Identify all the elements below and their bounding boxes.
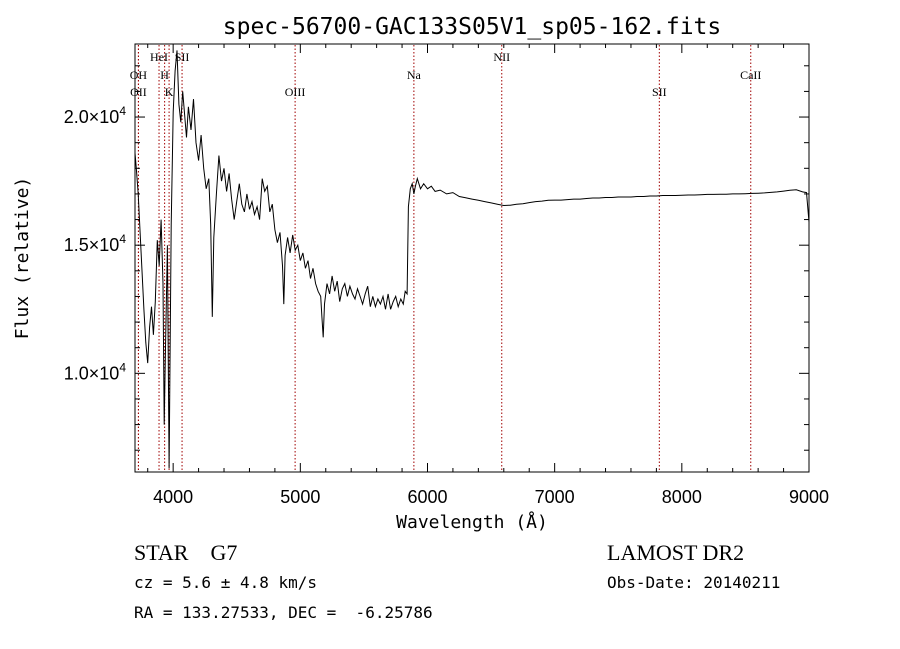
object-class: STAR G7: [134, 540, 238, 565]
x-tick-label: 4000: [153, 487, 193, 507]
spectrum-line: [134, 50, 810, 469]
x-axis-ticks: 4000 5000 6000 7000 8000 9000: [147, 44, 829, 507]
x-tick-label: 8000: [662, 487, 702, 507]
emission-line-markers: OH OII HeI HK SII OIII Na NII SII CaII: [130, 45, 761, 471]
line-marker-label: OH: [130, 68, 148, 82]
x-tick-label: 6000: [407, 487, 447, 507]
redshift-text: cz = 5.6 ± 4.8 km/s: [134, 573, 318, 592]
line-marker-label: OIII: [285, 85, 306, 99]
line-marker-label: K: [165, 85, 174, 99]
y-tick-label: 1.5×104: [64, 232, 127, 255]
y-tick-label: 1.0×104: [64, 360, 127, 383]
line-marker-label: SII: [652, 85, 667, 99]
line-marker-label: CaII: [740, 68, 761, 82]
y-tick-label: 2.0×104: [64, 104, 127, 127]
line-marker-label: SII: [175, 50, 190, 64]
y-axis-ticks: 1.0×104 1.5×104 2.0×104: [64, 65, 809, 451]
line-marker-label: OII: [130, 85, 147, 99]
x-tick-label: 9000: [789, 487, 829, 507]
spectrum-chart: spec-56700-GAC133S05V1_sp05-162.fits OHO…: [12, 14, 829, 533]
chart-title: spec-56700-GAC133S05V1_sp05-162.fits: [223, 14, 722, 40]
survey-name: LAMOST DR2: [607, 540, 745, 565]
x-axis-label: Wavelength (Å): [396, 511, 548, 533]
x-tick-label: 5000: [280, 487, 320, 507]
y-axis-label: Flux (relative): [12, 177, 33, 340]
line-marker-label: Na: [407, 68, 422, 82]
plot-frame: [134, 43, 810, 473]
obs-date-text: Obs-Date: 20140211: [607, 573, 781, 592]
line-marker-label: H: [160, 68, 169, 82]
line-marker-label: HeI: [150, 50, 168, 64]
x-tick-label: 7000: [535, 487, 575, 507]
coordinates-text: RA = 133.27533, DEC = -6.25786: [134, 603, 433, 622]
line-marker-label: NII: [493, 50, 510, 64]
